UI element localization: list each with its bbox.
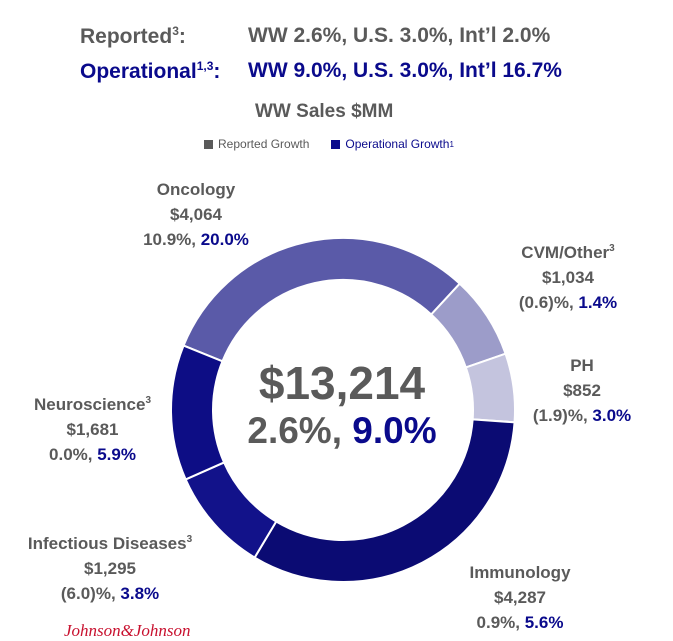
center-growth: 2.6%, 9.0% [247,410,437,451]
center-total: $13,214 [258,357,426,409]
operational-label: Operational1,3: [80,59,221,83]
donut-slice-ph [464,352,516,424]
operational-values: WW 9.0%, U.S. 3.0%, Int’l 16.7% [248,59,562,82]
center-growth-operational: 9.0% [352,410,437,451]
chart-title: WW Sales $MM [255,101,394,122]
donut-slice-immunology [253,418,516,583]
label-immunology: Immunology $4,287 0.9%, 5.6% [469,563,571,632]
donut-slice-oncology [182,237,462,363]
label-neuroscience: Neuroscience3 $1,681 0.0%, 5.9% [33,395,152,464]
legend-swatch-operational [331,139,341,149]
label-cvm-other: CVM/Other3 $1,034 (0.6)%, 1.4% [518,243,618,312]
label-oncology: Oncology $4,064 10.9%, 20.0% [143,180,249,249]
center-growth-reported: 2.6% [247,410,332,451]
legend-swatch-reported [204,139,213,149]
legend-label-reported: Reported Growth [218,137,310,151]
label-infectious-diseases: Infectious Diseases3 $1,295 (6.0)%, 3.8% [27,534,193,603]
donut-slice-neuroscience [170,344,226,481]
legend: Reported Growth Operational Growth 1 [204,137,454,151]
reported-label: Reported3: [80,24,186,48]
reported-values: WW 2.6%, U.S. 3.0%, Int’l 2.0% [248,24,551,47]
label-ph: PH $852 (1.9)%, 3.0% [532,356,632,425]
legend-label-operational: Operational Growth [345,137,450,151]
company-logo: Johnson&Johnson [64,621,191,640]
